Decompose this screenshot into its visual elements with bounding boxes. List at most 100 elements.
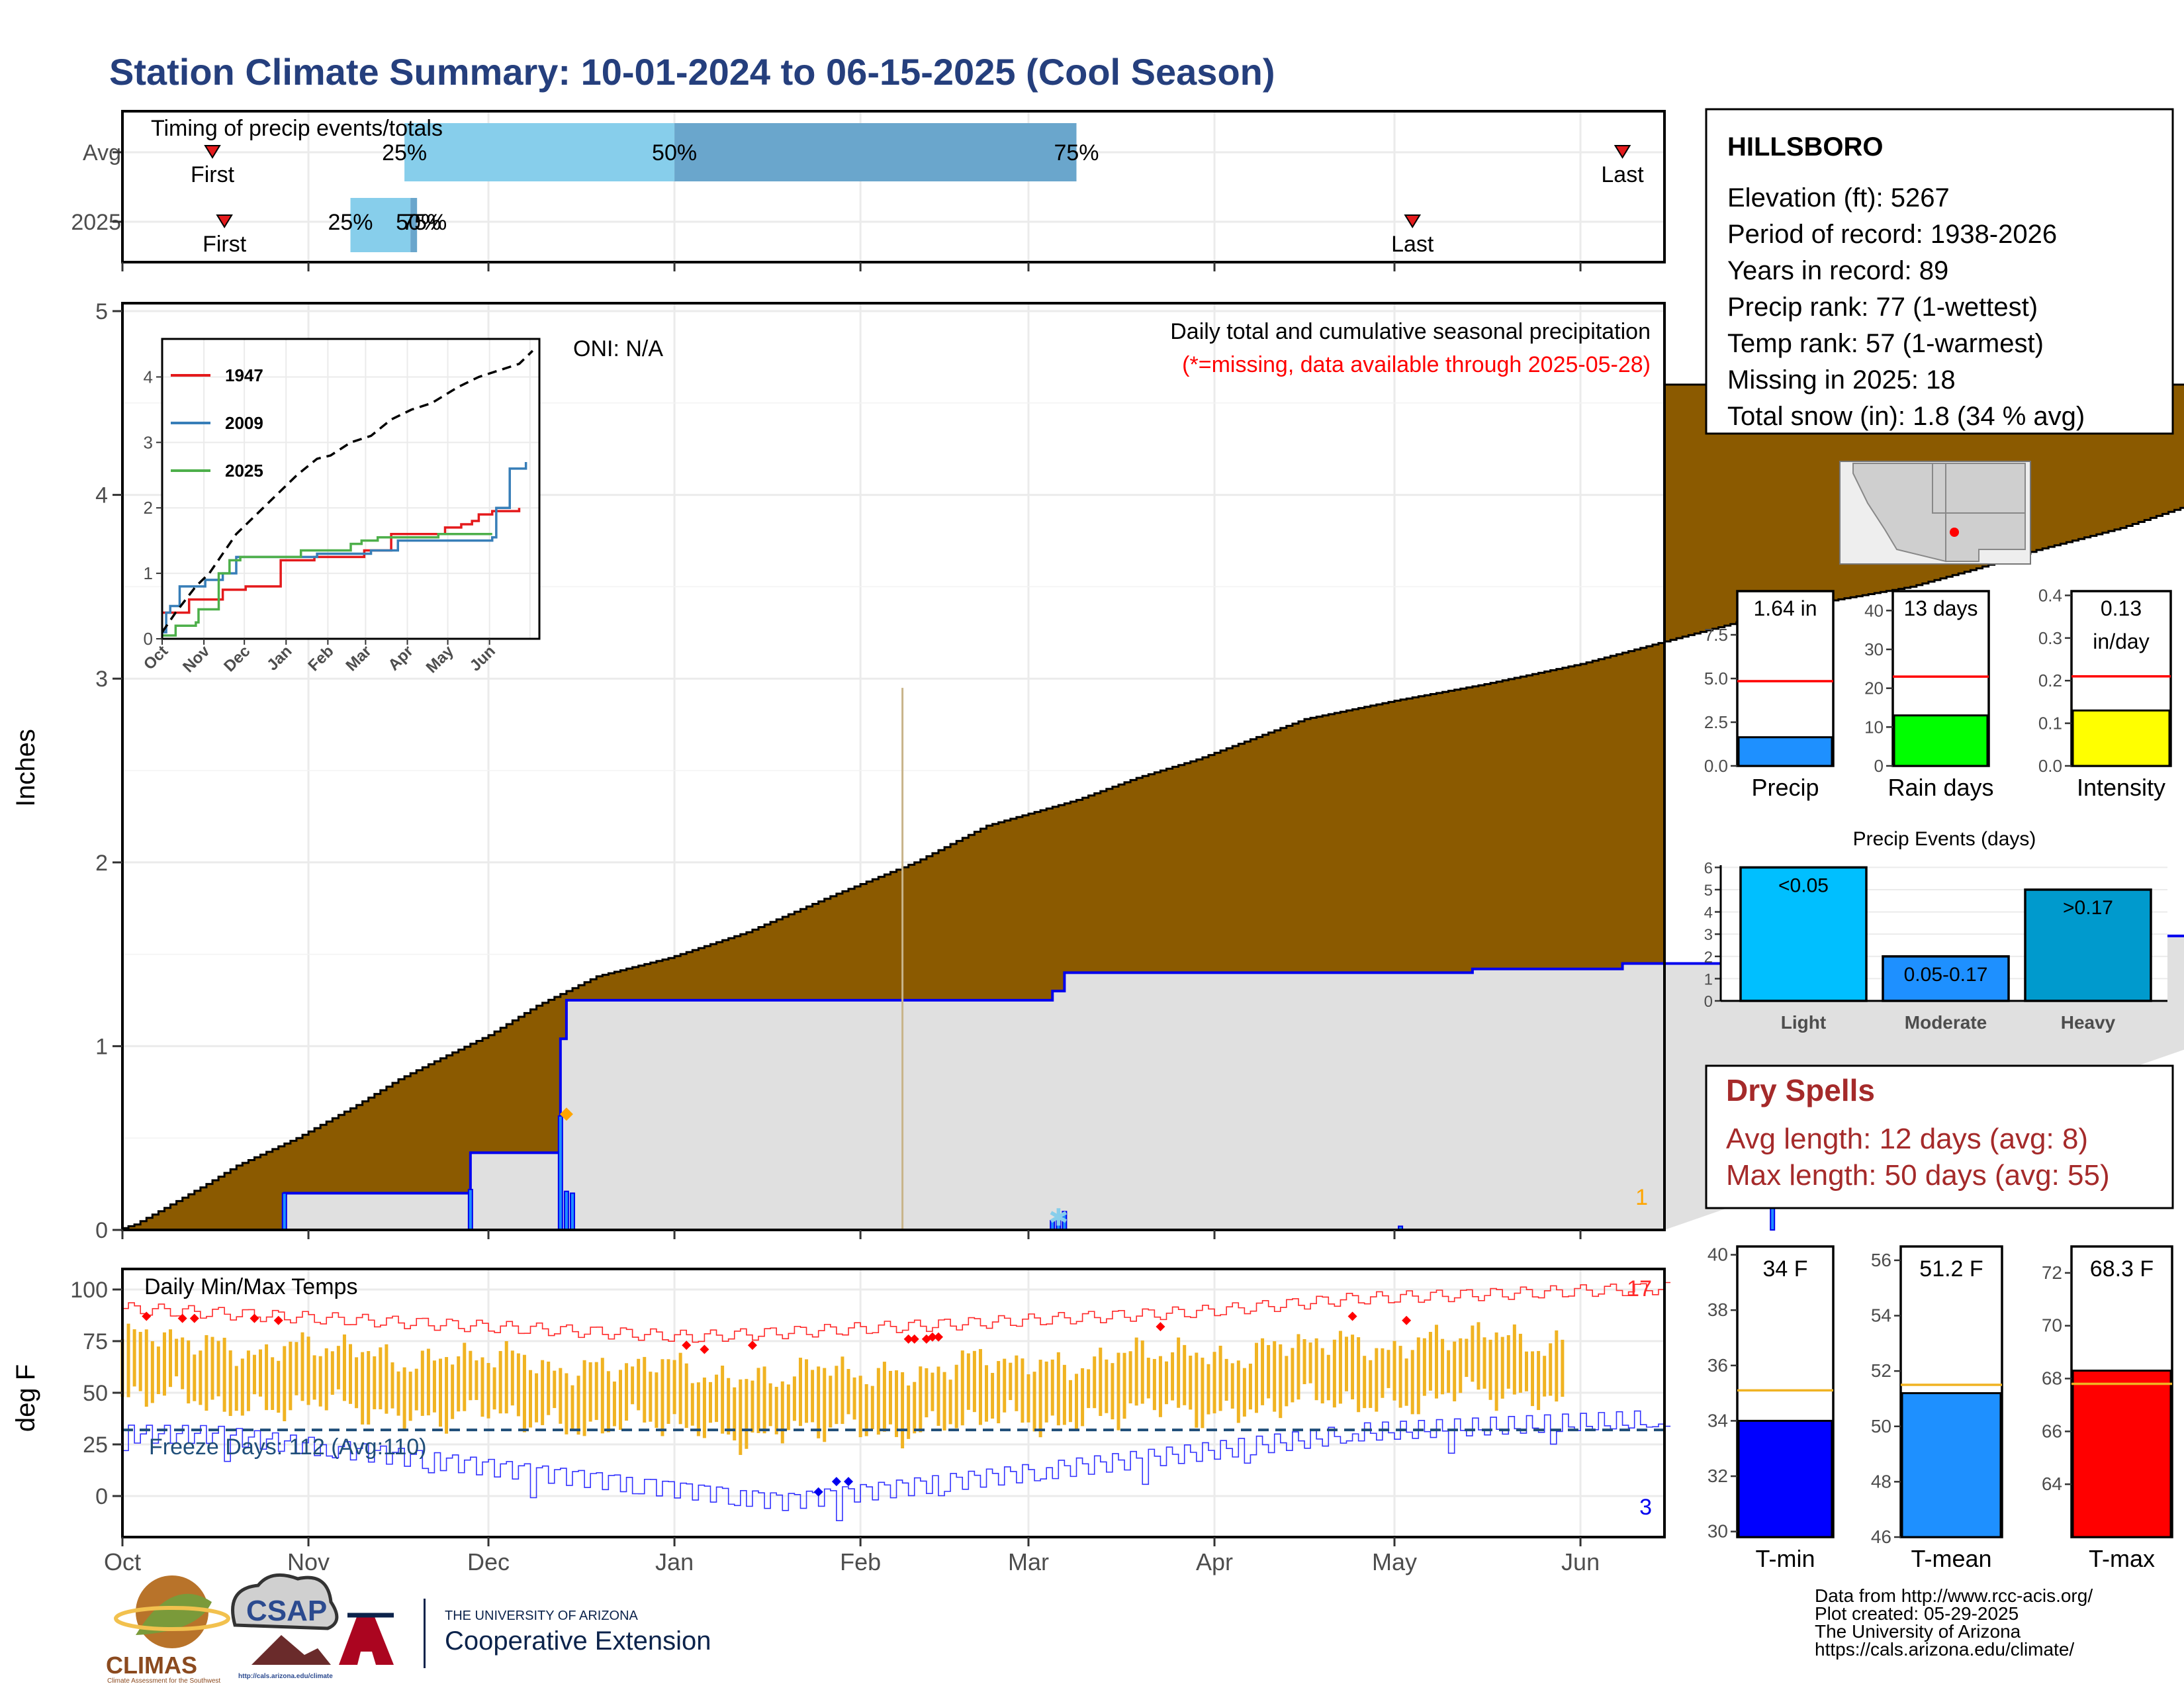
- daily-temp-range-bar: [475, 1360, 478, 1400]
- daily-temp-range-bar: [402, 1367, 406, 1429]
- station-info-box: HILLSBORO Elevation (ft): 5267 Period of …: [1705, 108, 2174, 435]
- record-high-marker: [1156, 1322, 1165, 1332]
- daily-temp-range-bar: [547, 1361, 551, 1415]
- daily-temp-range-bar: [1428, 1332, 1432, 1391]
- timing-last-marker: [1404, 214, 1422, 228]
- inset-y-tick-label: 2: [144, 498, 153, 518]
- precip-y-tick-label: 0: [95, 1218, 108, 1243]
- mini-chart-value-bar: [1901, 1392, 2002, 1538]
- daily-temp-range-bar: [612, 1382, 616, 1427]
- record-low-count: 3: [1639, 1495, 1652, 1520]
- mini-chart-tick-label: 64: [2042, 1474, 2062, 1494]
- events-tick-label: 0: [1704, 993, 1713, 1011]
- temp-y-tick-label: 50: [83, 1381, 108, 1406]
- record-low-marker: [813, 1487, 823, 1497]
- daily-precip-bar: [569, 1192, 575, 1231]
- station-info-line: Elevation (ft): 5267: [1727, 183, 1950, 212]
- daily-temp-range-bar: [1482, 1337, 1486, 1389]
- daily-temp-range-bar: [631, 1366, 635, 1405]
- daily-temp-range-bar: [1279, 1344, 1283, 1419]
- events-tick-label: 5: [1704, 882, 1713, 900]
- daily-temp-range-bar: [1524, 1351, 1528, 1391]
- daily-temp-range-bar: [829, 1376, 833, 1428]
- events-tick-label: 2: [1704, 949, 1713, 966]
- record-high-marker: [1347, 1311, 1357, 1321]
- university-of-arizona-logo: THE UNIVERSITY OF ARIZONA Cooperative Ex…: [339, 1599, 711, 1668]
- daily-temp-range-bar: [823, 1368, 827, 1442]
- mini-chart-label: Rain days: [1888, 774, 1993, 801]
- mini-chart-tick-label: 5.0: [1704, 669, 1728, 688]
- daily-temp-range-bar: [1459, 1338, 1463, 1393]
- mini-chart-value-text: 1.64 in: [1753, 596, 1817, 620]
- events-tick-label: 1: [1704, 970, 1713, 988]
- daily-temp-range-bar: [162, 1332, 166, 1396]
- daily-temp-range-bar: [169, 1329, 173, 1387]
- daily-temp-range-bar: [126, 1323, 130, 1397]
- ua-name: THE UNIVERSITY OF ARIZONA: [445, 1609, 639, 1623]
- daily-temp-range-bar: [576, 1376, 580, 1435]
- daily-temp-range-bar: [1009, 1362, 1013, 1401]
- daily-temp-range-bar: [727, 1378, 731, 1435]
- station-info-line: Total snow (in): 1.8 (34 % avg): [1727, 402, 2085, 431]
- inset-legend-label: 2009: [225, 413, 263, 433]
- daily-temp-range-bar: [666, 1359, 670, 1425]
- month-tick-label: Oct: [104, 1548, 141, 1575]
- daily-temp-range-bar: [972, 1350, 976, 1413]
- daily-temp-range-bar: [948, 1380, 952, 1425]
- timing-bar-50-75: [674, 123, 1077, 181]
- daily-temp-range-bar: [655, 1372, 659, 1429]
- daily-temp-range-bar: [931, 1372, 934, 1411]
- daily-temp-range-bar: [1056, 1352, 1060, 1426]
- dry-spells-avg: Avg length: 12 days (avg: 8): [1726, 1123, 2088, 1155]
- mini-chart-value-text: 13 days: [1903, 596, 1978, 620]
- mini-chart-tick-label: 70: [2042, 1315, 2062, 1336]
- record-low-marker: [844, 1477, 854, 1487]
- daily-temp-range-bar: [367, 1350, 371, 1425]
- daily-temp-range-bar: [306, 1336, 310, 1405]
- mini-chart-tick-label: 0.0: [2038, 756, 2062, 776]
- daily-temp-range-bar: [1081, 1368, 1085, 1427]
- daily-temp-range-bar: [1050, 1359, 1054, 1416]
- mini-chart-value-unit: in/day: [2093, 630, 2149, 653]
- daily-temp-range-bar: [606, 1371, 610, 1432]
- daily-temp-range-bar: [1242, 1368, 1246, 1417]
- inset-series-2009: [162, 462, 527, 633]
- daily-temp-range-bar: [150, 1341, 154, 1403]
- daily-temp-range-bar: [1447, 1350, 1451, 1393]
- daily-temp-range-bar: [1146, 1358, 1150, 1399]
- month-tick-label: Feb: [840, 1548, 881, 1575]
- daily-temp-range-bar: [600, 1358, 604, 1434]
- mini-chart-tick-label: 40: [1707, 1244, 1728, 1265]
- mini-chart-tick-label: 30: [1707, 1521, 1728, 1542]
- daily-temp-range-bar: [193, 1354, 197, 1401]
- mini-chart-tick-label: 46: [1871, 1526, 1891, 1547]
- summary-bar-charts: 0.0 2.5 5.0 7.5 Precip 1.64 in 0 10 20 30 40 Rain d…: [1704, 585, 2172, 801]
- mini-chart-tick-label: 32: [1707, 1466, 1728, 1486]
- daily-temp-range-bar: [1363, 1356, 1367, 1409]
- daily-temp-range-bar: [1392, 1340, 1396, 1401]
- daily-temp-range-bar: [295, 1342, 298, 1395]
- daily-temp-range-bar: [222, 1337, 226, 1412]
- month-tick-label: Dec: [467, 1548, 510, 1575]
- daily-temp-range-bar: [1441, 1338, 1445, 1395]
- daily-temp-range-bar: [240, 1358, 244, 1416]
- timing-last-marker-label: Last: [1391, 232, 1434, 257]
- daily-temp-range-bar: [678, 1352, 682, 1425]
- daily-temp-range-bar: [774, 1387, 778, 1434]
- inset-series-1947: [162, 508, 521, 614]
- daily-temp-range-bar: [1320, 1348, 1324, 1404]
- daily-temp-range-bar: [1195, 1352, 1199, 1428]
- daily-temp-range-bar: [1297, 1334, 1300, 1400]
- timing-first-marker-label: First: [191, 162, 235, 187]
- daily-temp-range-bar: [480, 1357, 484, 1417]
- daily-temp-range-bar: [1021, 1358, 1024, 1423]
- daily-temp-range-bar: [1152, 1358, 1156, 1411]
- daily-temp-range-bar: [1351, 1335, 1355, 1399]
- daily-temp-range-bar: [1416, 1337, 1420, 1415]
- mini-chart-tick-label: 36: [1707, 1355, 1728, 1376]
- daily-temp-range-bar: [1122, 1352, 1126, 1419]
- mini-chart-tick-label: 40: [1864, 600, 1884, 620]
- daily-temp-range-bar: [925, 1368, 929, 1418]
- daily-temp-range-bar: [1003, 1358, 1007, 1413]
